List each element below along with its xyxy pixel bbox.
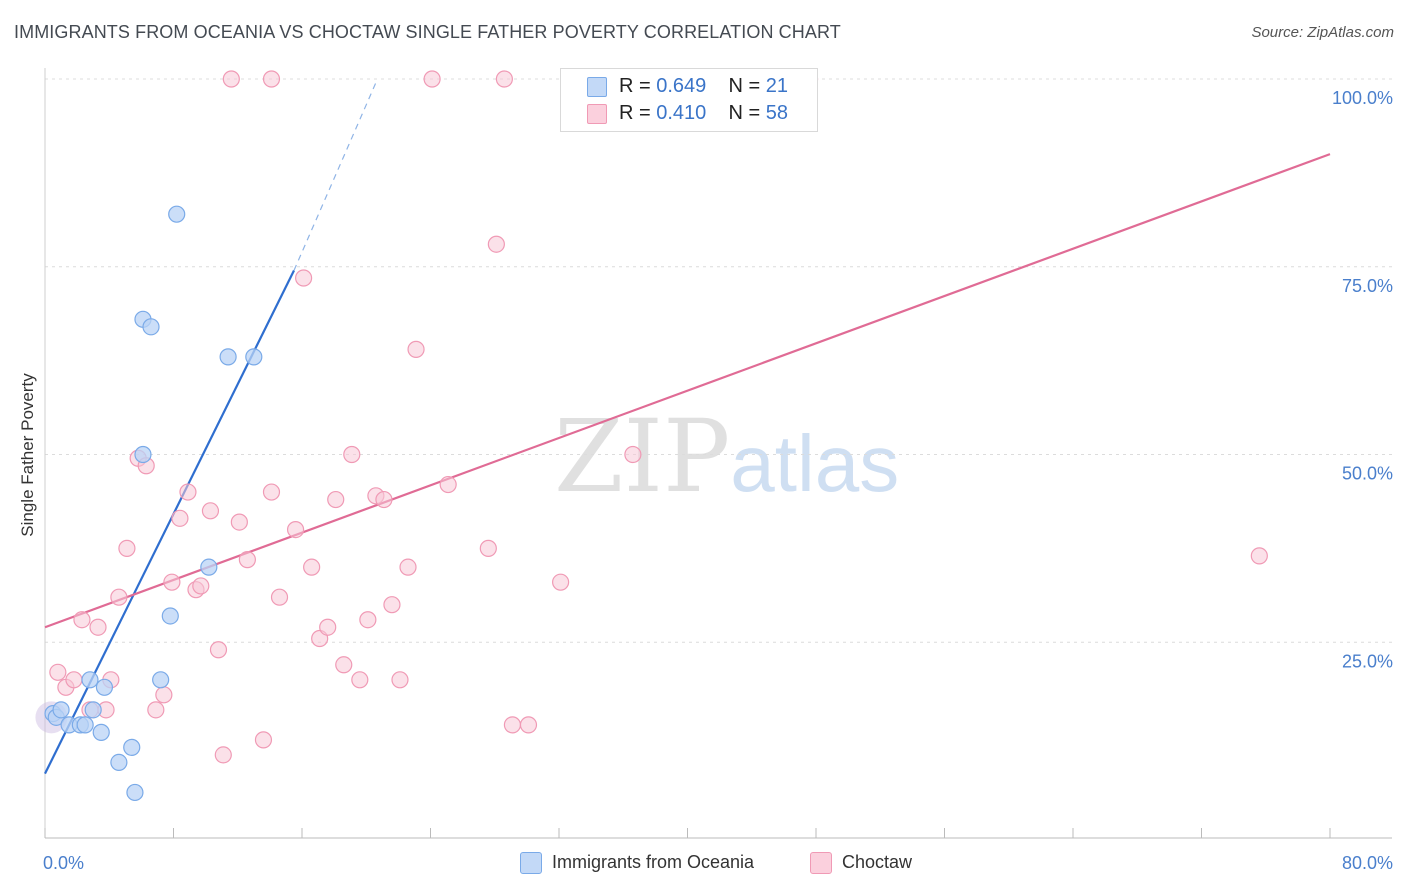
legend-n-label: N = bbox=[728, 102, 761, 124]
point-choctaw bbox=[375, 490, 393, 509]
point-choctaw bbox=[73, 611, 91, 629]
point-choctaw bbox=[319, 618, 337, 636]
point-oceania bbox=[142, 318, 160, 336]
point-oceania bbox=[92, 723, 110, 741]
point-choctaw bbox=[155, 686, 173, 704]
legend-r-label: R = bbox=[619, 102, 651, 124]
point-choctaw bbox=[262, 70, 281, 88]
point-choctaw bbox=[1250, 547, 1268, 565]
point-choctaw bbox=[222, 70, 240, 88]
legend-n-label: N = bbox=[728, 75, 761, 97]
point-choctaw bbox=[214, 746, 232, 764]
point-oceania bbox=[76, 716, 94, 734]
point-choctaw bbox=[192, 577, 210, 595]
point-choctaw bbox=[327, 490, 345, 509]
point-choctaw bbox=[65, 671, 83, 689]
axes bbox=[44, 68, 1392, 839]
point-choctaw bbox=[254, 731, 273, 749]
point-oceania bbox=[95, 678, 114, 696]
point-choctaw bbox=[286, 520, 305, 539]
point-choctaw bbox=[343, 445, 361, 464]
point-choctaw bbox=[552, 573, 570, 591]
legend-swatch-pink bbox=[587, 104, 607, 124]
point-oceania bbox=[134, 445, 152, 464]
watermark-atlas: atlas bbox=[730, 419, 900, 508]
point-choctaw bbox=[487, 235, 505, 253]
y-tick-label: 75.0% bbox=[1342, 276, 1393, 296]
chart-title: IMMIGRANTS FROM OCEANIA VS CHOCTAW SINGL… bbox=[14, 22, 841, 42]
point-oceania bbox=[52, 701, 70, 719]
legend-r-label: R = bbox=[619, 75, 651, 97]
point-oceania bbox=[200, 558, 218, 576]
watermark-zip: ZIP bbox=[554, 398, 731, 515]
point-choctaw bbox=[351, 671, 369, 689]
point-oceania bbox=[84, 701, 102, 719]
bottom-legend-label: Choctaw bbox=[842, 852, 913, 872]
point-choctaw bbox=[209, 641, 228, 659]
point-choctaw bbox=[399, 558, 417, 576]
y-tick-label: 25.0% bbox=[1342, 651, 1393, 671]
point-oceania bbox=[81, 671, 99, 689]
point-choctaw bbox=[624, 445, 642, 464]
trend-line-oceania-dashed bbox=[293, 78, 379, 271]
point-choctaw bbox=[270, 588, 289, 606]
point-choctaw bbox=[359, 611, 377, 629]
point-choctaw bbox=[423, 70, 441, 88]
point-choctaw bbox=[49, 663, 67, 681]
point-oceania bbox=[219, 348, 237, 366]
point-choctaw bbox=[495, 70, 513, 88]
point-oceania bbox=[126, 783, 144, 802]
point-choctaw bbox=[303, 558, 321, 576]
point-oceania bbox=[168, 205, 186, 223]
point-choctaw bbox=[147, 701, 165, 719]
y-tick-label: 100.0% bbox=[1332, 88, 1393, 108]
point-choctaw bbox=[391, 671, 409, 689]
legend-r-value: 0.410 bbox=[656, 102, 707, 124]
watermark: ZIPatlas bbox=[554, 398, 899, 515]
x-tick-label: 0.0% bbox=[43, 853, 84, 873]
point-choctaw bbox=[519, 716, 538, 734]
trend-line-choctaw bbox=[44, 153, 1331, 629]
point-oceania bbox=[110, 753, 128, 772]
point-choctaw bbox=[439, 475, 457, 494]
point-choctaw bbox=[118, 539, 136, 557]
stats-legend: R = 0.649 N = 21 R = 0.410 N = 58 bbox=[560, 68, 818, 132]
x-tick-label: 80.0% bbox=[1342, 853, 1393, 873]
bottom-legend-label: Immigrants from Oceania bbox=[552, 852, 755, 872]
point-choctaw bbox=[201, 502, 220, 520]
point-choctaw bbox=[383, 596, 401, 614]
trend-lines bbox=[44, 78, 1331, 775]
point-choctaw bbox=[262, 483, 281, 501]
source-label: Source: ZipAtlas.com bbox=[1251, 24, 1394, 41]
point-choctaw bbox=[163, 573, 181, 591]
legend-n-value: 21 bbox=[765, 75, 789, 97]
bottom-legend-choctaw: Choctaw bbox=[810, 852, 913, 875]
point-choctaw bbox=[335, 656, 353, 674]
point-choctaw bbox=[230, 513, 248, 531]
point-oceania bbox=[152, 671, 170, 689]
point-choctaw bbox=[171, 509, 189, 527]
point-choctaw bbox=[110, 588, 128, 606]
tick-labels: 25.0% 50.0% 75.0% 100.0% 0.0% 80.0% bbox=[43, 88, 1393, 873]
bottom-legend-swatch-pink bbox=[810, 852, 832, 875]
point-choctaw bbox=[89, 618, 107, 636]
point-oceania bbox=[123, 738, 141, 756]
data-points bbox=[35, 70, 1268, 802]
bottom-legend-swatch-blue bbox=[520, 852, 542, 875]
legend-r-value: 0.649 bbox=[656, 75, 707, 97]
point-choctaw bbox=[295, 269, 313, 287]
point-choctaw bbox=[407, 340, 425, 358]
point-choctaw bbox=[479, 539, 497, 557]
point-oceania bbox=[161, 607, 179, 625]
legend-n-value: 58 bbox=[765, 102, 789, 124]
point-oceania bbox=[245, 348, 263, 366]
point-choctaw bbox=[179, 483, 197, 501]
bottom-legend-oceania: Immigrants from Oceania bbox=[520, 852, 755, 875]
y-tick-label: 50.0% bbox=[1342, 464, 1393, 484]
legend-swatch-blue bbox=[587, 77, 607, 97]
point-choctaw bbox=[503, 716, 522, 734]
point-choctaw bbox=[238, 551, 256, 569]
